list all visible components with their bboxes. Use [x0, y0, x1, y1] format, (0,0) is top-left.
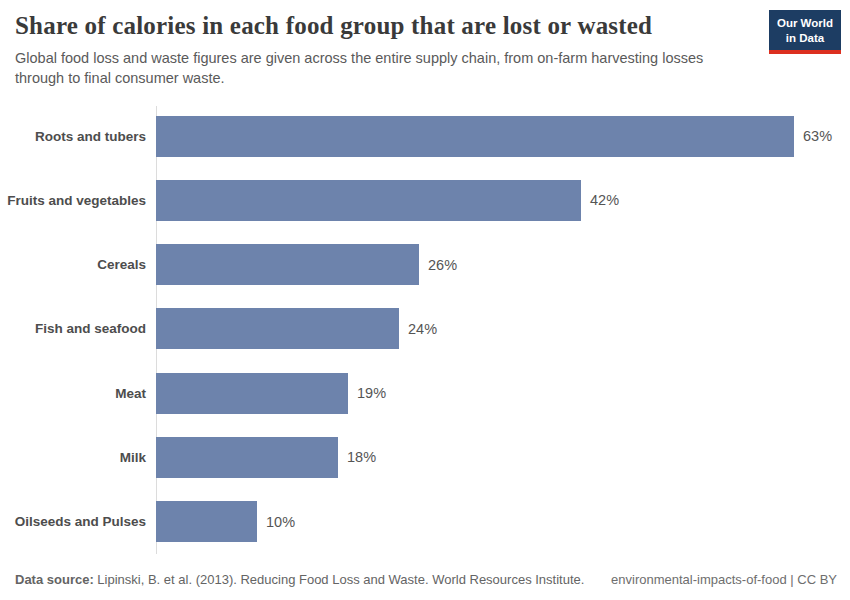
- bar[interactable]: [156, 116, 794, 157]
- category-label: Cereals: [0, 257, 156, 272]
- bar-value-label: 24%: [408, 321, 437, 337]
- bar-row: Fish and seafood 24%: [0, 297, 850, 361]
- bar[interactable]: [156, 244, 419, 285]
- bar-value-label: 42%: [590, 192, 619, 208]
- bar-value-label: 10%: [266, 514, 295, 530]
- bar[interactable]: [156, 501, 257, 542]
- chart-subtitle: Global food loss and waste figures are g…: [15, 48, 740, 89]
- bar-track: 26%: [156, 233, 850, 297]
- bar-row: Fruits and vegetables 42%: [0, 168, 850, 232]
- bar-track: 42%: [156, 168, 850, 232]
- data-source: Data source: Lipinski, B. et al. (2013).…: [15, 572, 584, 587]
- bar[interactable]: [156, 180, 581, 221]
- bar-value-label: 26%: [428, 257, 457, 273]
- bar-row: Cereals 26%: [0, 233, 850, 297]
- bar-row: Oilseeds and Pulses 10%: [0, 490, 850, 554]
- owid-logo-line2: in Data: [777, 31, 833, 46]
- bar-track: 18%: [156, 425, 850, 489]
- bar-value-label: 63%: [803, 128, 832, 144]
- bar-row: Roots and tubers 63%: [0, 104, 850, 168]
- bar-track: 19%: [156, 361, 850, 425]
- license-note[interactable]: environmental-impacts-of-food | CC BY: [611, 572, 837, 587]
- chart-footer: Data source: Lipinski, B. et al. (2013).…: [15, 572, 837, 587]
- bar-chart: Roots and tubers 63% Fruits and vegetables…: [0, 104, 850, 554]
- bar[interactable]: [156, 373, 348, 414]
- owid-logo[interactable]: Our World in Data: [769, 10, 841, 54]
- chart-title: Share of calories in each food group tha…: [15, 12, 755, 41]
- chart-header: Share of calories in each food group tha…: [15, 12, 755, 88]
- bar-track: 63%: [156, 104, 850, 168]
- bar[interactable]: [156, 437, 338, 478]
- category-label: Milk: [0, 450, 156, 465]
- bar-row: Milk 18%: [0, 425, 850, 489]
- data-source-label: Data source:: [15, 572, 94, 587]
- bar[interactable]: [156, 308, 399, 349]
- category-label: Meat: [0, 386, 156, 401]
- owid-logo-line1: Our World: [777, 16, 833, 31]
- bar-value-label: 19%: [357, 385, 386, 401]
- bar-value-label: 18%: [347, 449, 376, 465]
- owid-chart-page: Share of calories in each food group tha…: [0, 0, 850, 600]
- category-label: Roots and tubers: [0, 129, 156, 144]
- category-label: Fish and seafood: [0, 321, 156, 336]
- bar-row: Meat 19%: [0, 361, 850, 425]
- category-label: Fruits and vegetables: [0, 193, 156, 208]
- bar-track: 24%: [156, 297, 850, 361]
- bar-track: 10%: [156, 490, 850, 554]
- chart-rows: Roots and tubers 63% Fruits and vegetables…: [0, 104, 850, 554]
- category-label: Oilseeds and Pulses: [0, 514, 156, 529]
- data-source-text: Lipinski, B. et al. (2013). Reducing Foo…: [94, 572, 585, 587]
